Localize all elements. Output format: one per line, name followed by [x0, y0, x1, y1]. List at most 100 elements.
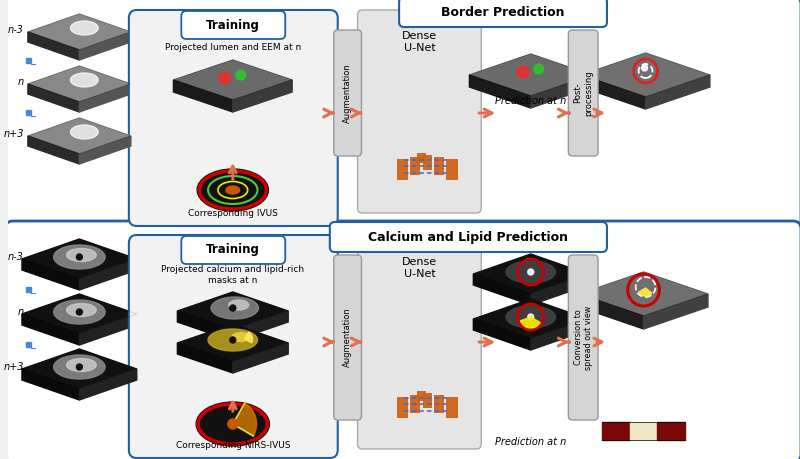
Bar — [26, 287, 31, 292]
Polygon shape — [28, 84, 79, 112]
Circle shape — [77, 254, 82, 260]
Ellipse shape — [211, 297, 258, 319]
Bar — [26, 110, 31, 115]
FancyBboxPatch shape — [129, 235, 338, 458]
Text: Projected calcium and lipid-rich
masks at n: Projected calcium and lipid-rich masks a… — [162, 265, 304, 285]
Text: Augmentation: Augmentation — [343, 308, 352, 367]
Polygon shape — [79, 259, 137, 290]
Text: n: n — [18, 77, 24, 87]
Circle shape — [228, 419, 238, 429]
Circle shape — [517, 66, 529, 78]
Polygon shape — [174, 80, 233, 112]
Polygon shape — [474, 274, 530, 305]
Polygon shape — [582, 75, 646, 109]
Polygon shape — [174, 60, 292, 100]
Wedge shape — [521, 317, 540, 328]
FancyBboxPatch shape — [182, 11, 286, 39]
Polygon shape — [530, 319, 588, 350]
Ellipse shape — [70, 21, 98, 35]
FancyBboxPatch shape — [422, 393, 432, 408]
Text: Calcium and Lipid Prediction: Calcium and Lipid Prediction — [368, 230, 568, 244]
Ellipse shape — [54, 300, 105, 324]
Polygon shape — [28, 14, 131, 50]
Polygon shape — [178, 292, 288, 330]
Circle shape — [236, 70, 246, 80]
FancyBboxPatch shape — [182, 236, 286, 264]
FancyBboxPatch shape — [422, 155, 432, 169]
Wedge shape — [233, 403, 257, 436]
FancyBboxPatch shape — [446, 159, 458, 180]
Wedge shape — [245, 332, 253, 343]
Bar — [602, 422, 630, 440]
Bar — [630, 422, 658, 440]
Polygon shape — [579, 294, 643, 329]
Text: Prediction at n: Prediction at n — [495, 96, 566, 106]
Circle shape — [642, 65, 647, 71]
Circle shape — [534, 64, 544, 74]
FancyBboxPatch shape — [418, 153, 426, 163]
FancyBboxPatch shape — [418, 391, 426, 401]
Ellipse shape — [506, 306, 555, 328]
Ellipse shape — [54, 245, 105, 269]
Circle shape — [230, 305, 236, 311]
Circle shape — [230, 337, 236, 343]
Circle shape — [528, 269, 534, 275]
Polygon shape — [79, 369, 137, 400]
Polygon shape — [28, 118, 131, 154]
Polygon shape — [22, 239, 137, 279]
Polygon shape — [22, 349, 137, 389]
Polygon shape — [470, 54, 592, 96]
Text: Training: Training — [206, 18, 260, 32]
Bar — [26, 342, 31, 347]
Polygon shape — [28, 66, 131, 102]
Ellipse shape — [506, 261, 555, 283]
Text: Border Prediction: Border Prediction — [442, 6, 565, 18]
Polygon shape — [22, 369, 79, 400]
Polygon shape — [233, 343, 288, 373]
Polygon shape — [79, 136, 131, 164]
FancyBboxPatch shape — [410, 395, 421, 413]
Polygon shape — [470, 75, 530, 108]
Text: Post-
processing: Post- processing — [574, 70, 593, 116]
FancyBboxPatch shape — [334, 255, 362, 420]
Text: Training: Training — [206, 244, 260, 257]
Text: Prediction at n: Prediction at n — [495, 437, 566, 447]
Polygon shape — [530, 75, 592, 108]
FancyBboxPatch shape — [446, 397, 458, 418]
Polygon shape — [579, 272, 708, 316]
FancyBboxPatch shape — [568, 255, 598, 420]
Bar — [26, 58, 31, 63]
Ellipse shape — [232, 332, 250, 341]
Ellipse shape — [66, 248, 96, 262]
Text: Dense
U-Net: Dense U-Net — [402, 31, 437, 53]
Polygon shape — [474, 319, 530, 350]
FancyBboxPatch shape — [397, 397, 408, 418]
FancyBboxPatch shape — [5, 0, 800, 230]
Polygon shape — [22, 259, 79, 290]
Circle shape — [77, 309, 82, 315]
Polygon shape — [28, 32, 79, 60]
Text: Conversion to
spread out view: Conversion to spread out view — [574, 305, 593, 369]
Polygon shape — [646, 75, 710, 109]
Circle shape — [528, 314, 534, 320]
Polygon shape — [643, 294, 708, 329]
Text: n-3: n-3 — [8, 25, 24, 35]
Polygon shape — [178, 311, 233, 341]
Polygon shape — [79, 314, 137, 345]
Polygon shape — [22, 294, 137, 334]
Bar — [658, 422, 685, 440]
FancyBboxPatch shape — [434, 157, 444, 175]
FancyBboxPatch shape — [129, 10, 338, 226]
Polygon shape — [22, 314, 79, 345]
Ellipse shape — [66, 303, 96, 317]
Ellipse shape — [54, 355, 105, 379]
Circle shape — [77, 364, 82, 370]
Text: Corresponding IVUS: Corresponding IVUS — [188, 208, 278, 218]
Text: Projected lumen and EEM at n: Projected lumen and EEM at n — [165, 44, 301, 52]
FancyBboxPatch shape — [358, 236, 482, 449]
Polygon shape — [178, 343, 233, 373]
Polygon shape — [474, 254, 588, 294]
Ellipse shape — [66, 358, 96, 371]
Text: n+3: n+3 — [3, 362, 24, 372]
FancyBboxPatch shape — [397, 159, 408, 180]
